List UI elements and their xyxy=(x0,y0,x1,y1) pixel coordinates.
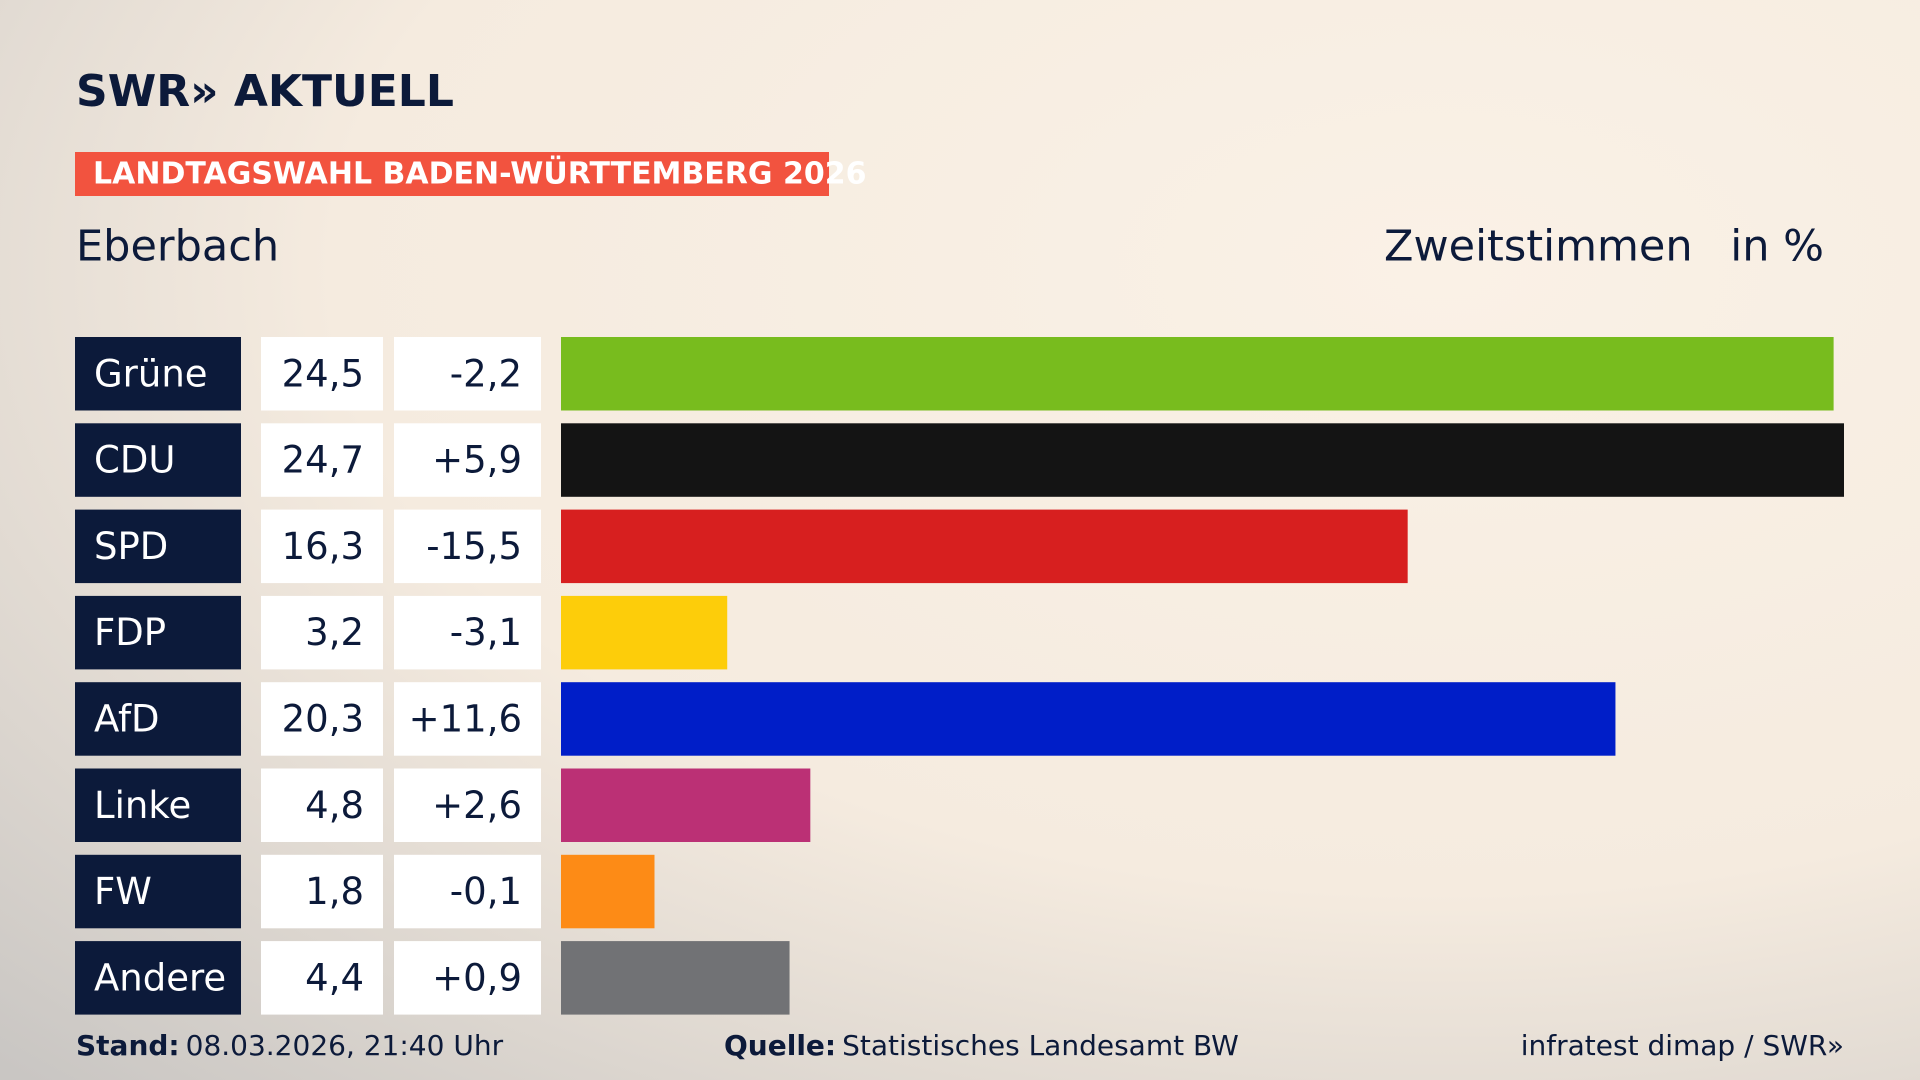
footer-stand: Stand: 08.03.2026, 21:40 Uhr xyxy=(76,1029,504,1062)
change-box xyxy=(394,768,541,842)
party-label: Grüne xyxy=(94,352,208,395)
value-label: 3,2 xyxy=(305,611,364,654)
unit: in % xyxy=(1730,222,1824,272)
chart-subtitle: Zweitstimmen xyxy=(1384,222,1693,272)
party-box xyxy=(75,941,241,1015)
change-label: +11,6 xyxy=(409,697,522,740)
change-label: -15,5 xyxy=(426,525,522,568)
value-label: 24,7 xyxy=(282,439,364,482)
credit: infratest dimap / SWR» xyxy=(1521,1029,1844,1062)
party-box xyxy=(75,854,241,929)
logo: SWR» AKTUELL xyxy=(76,66,454,117)
value-label: 4,8 xyxy=(305,784,364,827)
change-box xyxy=(394,854,541,929)
change-box xyxy=(394,941,541,1015)
chart-title: Eberbach xyxy=(76,222,279,272)
value-box xyxy=(261,595,383,670)
party-label: Linke xyxy=(94,784,191,827)
value-box xyxy=(261,423,383,497)
bar xyxy=(561,768,811,842)
footer-source: Quelle: Statistisches Landesamt BW xyxy=(724,1029,1239,1062)
party-label: CDU xyxy=(94,439,175,482)
party-box xyxy=(75,423,241,497)
value-label: 1,8 xyxy=(305,870,364,913)
source-label: Quelle: xyxy=(724,1029,836,1062)
change-box xyxy=(394,595,541,670)
bar xyxy=(561,595,728,670)
party-label: FW xyxy=(94,870,152,913)
party-label: AfD xyxy=(94,697,160,740)
bar xyxy=(561,509,1408,584)
party-label: SPD xyxy=(94,525,168,568)
value-label: 24,5 xyxy=(282,352,364,395)
stand-label: Stand: xyxy=(76,1029,180,1062)
party-label: FDP xyxy=(94,611,166,654)
bar xyxy=(561,941,790,1015)
banner-box xyxy=(75,152,829,196)
stand: 08.03.2026, 21:40 Uhr xyxy=(186,1029,504,1062)
bar xyxy=(561,854,655,929)
change-box xyxy=(394,423,541,497)
change-label: -2,2 xyxy=(450,352,522,395)
value-box xyxy=(261,768,383,842)
change-box xyxy=(394,337,541,411)
party-label: Andere xyxy=(94,956,226,999)
change-label: -0,1 xyxy=(450,870,522,913)
value-label: 20,3 xyxy=(282,697,364,740)
change-label: +5,9 xyxy=(432,439,522,482)
source: Statistisches Landesamt BW xyxy=(842,1029,1239,1062)
party-box xyxy=(75,595,241,670)
party-box xyxy=(75,337,241,411)
banner: LANDTAGSWAHL BADEN-WÜRTTEMBERG 2026 xyxy=(93,155,866,192)
party-box xyxy=(75,768,241,842)
value-box xyxy=(261,854,383,929)
party-box xyxy=(75,509,241,584)
change-box xyxy=(394,509,541,584)
bar xyxy=(561,682,1616,756)
party-box xyxy=(75,682,241,756)
bar xyxy=(561,337,1834,411)
bar xyxy=(561,423,1844,497)
value-label: 4,4 xyxy=(305,956,364,999)
value-box xyxy=(261,682,383,756)
change-label: -3,1 xyxy=(450,611,522,654)
value-box xyxy=(261,337,383,411)
change-label: +0,9 xyxy=(432,956,522,999)
value-box xyxy=(261,509,383,584)
value-label: 16,3 xyxy=(282,525,364,568)
change-box xyxy=(394,682,541,756)
value-box xyxy=(261,941,383,1015)
change-label: +2,6 xyxy=(432,784,522,827)
